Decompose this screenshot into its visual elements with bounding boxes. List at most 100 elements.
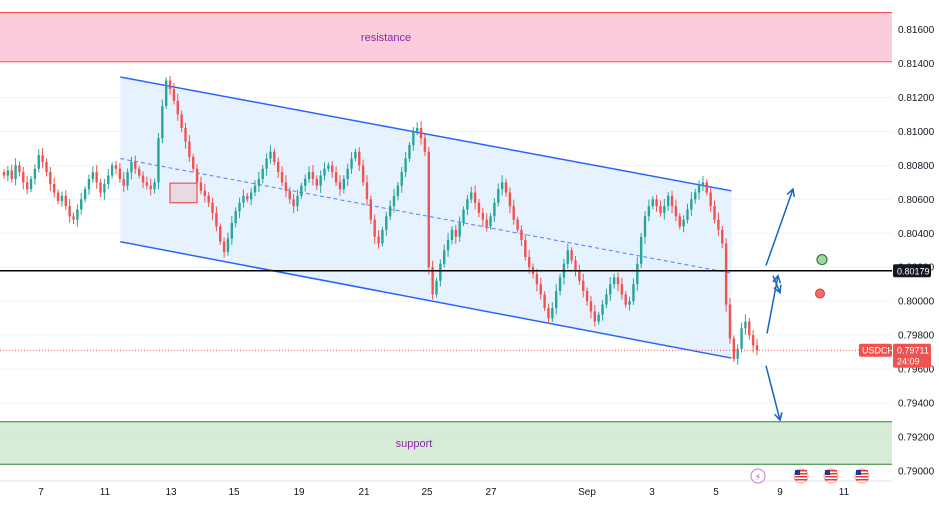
candle [261,165,264,184]
candle [570,247,573,264]
candle [748,317,751,340]
candle-body [10,170,13,179]
time-tick-label: 5 [713,487,719,498]
channel-lower-line[interactable] [120,241,732,359]
candle-body [628,301,631,305]
candle [145,176,149,190]
candle-body [327,165,330,169]
candle-body [157,138,160,183]
candle [103,178,106,200]
projection-arrows[interactable] [765,187,796,422]
candle [558,273,562,296]
candle [176,93,179,121]
candle-body [369,199,373,220]
candle [524,234,527,261]
green-circle-marker[interactable] [816,253,828,266]
candle-body [713,206,716,220]
channel-midline[interactable] [120,158,732,274]
us-flag-icon[interactable] [823,468,839,484]
candle [717,212,720,237]
candle-body [470,192,473,200]
arrow-down-long-head [773,412,783,422]
flag-canton [856,470,861,475]
candle [164,77,168,109]
candle [296,189,299,212]
support-zone[interactable] [0,421,892,465]
candle-body [118,168,122,179]
candle-body [489,216,492,227]
candle [404,152,407,178]
red-circle-marker[interactable] [815,288,825,299]
candle [736,344,739,365]
flag-stripe [825,479,837,481]
candle-body [632,284,635,302]
event-icons[interactable]: ⚡ [750,468,870,484]
time-tick-label: 19 [293,487,305,498]
candle [222,237,226,258]
candle-body [705,182,708,193]
candle [203,183,206,203]
highlight-box[interactable] [169,182,198,204]
candle-body [381,229,384,244]
candle [647,199,651,222]
candle [358,147,361,172]
us-flag-icons[interactable] [793,468,870,484]
candle-body [288,190,291,200]
price-badges: 0.80179 USDCHF 0.79711 24:09 [859,264,931,368]
flag-stripe [856,476,868,478]
candle-body [176,100,179,115]
arrow-up-short[interactable] [766,274,782,334]
candle [80,192,83,215]
candle-body [315,178,318,186]
price-zones: resistance support [0,12,892,465]
candle-body [605,294,608,305]
price-channel[interactable] [120,76,732,359]
candle [423,134,427,157]
flash-icon[interactable]: ⚡ [750,468,766,484]
candle [280,166,284,187]
candle-body [663,206,666,213]
candle-body [53,184,56,193]
us-flag-icon[interactable] [793,468,809,484]
candle [53,177,56,198]
candle-body [56,192,60,201]
candle-body [257,178,261,186]
time-axis[interactable]: 7 11 13 15 19 21 25 27 Sep 3 5 9 11 [0,480,892,498]
candle-body [585,291,589,302]
candle-body [690,199,693,210]
arrow-up-long[interactable] [765,187,796,266]
candle [33,164,37,185]
candle-body [466,199,469,210]
candle [45,158,48,177]
candle [49,167,52,192]
candle-body [570,250,573,261]
candle-body [145,182,149,186]
candle [10,164,13,183]
price-tick-label: 0.79400 [898,399,935,410]
price-axis[interactable]: 0.81600 0.81400 0.81200 0.81000 0.80800 0.806… [898,25,935,478]
candle-body [141,175,145,183]
candle [365,175,369,206]
channel-upper-line[interactable] [120,76,732,192]
symbol-badge [859,343,892,357]
candle [500,175,504,196]
us-flag-icon[interactable] [854,468,870,484]
candle [311,165,315,186]
time-tick-label: 25 [421,487,433,498]
price-tick-label: 0.81000 [898,127,935,138]
candle-body [33,168,37,179]
candle [636,256,639,291]
candle-body [311,172,315,179]
price-tick-label: 0.81200 [898,93,935,104]
candle-body [647,206,651,217]
arrow-down-long[interactable] [765,365,783,422]
candle-body [284,182,288,191]
candle [369,195,373,225]
resistance-zone[interactable] [0,12,892,62]
candle-body [485,219,488,227]
candle [284,175,288,198]
candle [527,249,531,274]
candle [230,215,234,245]
